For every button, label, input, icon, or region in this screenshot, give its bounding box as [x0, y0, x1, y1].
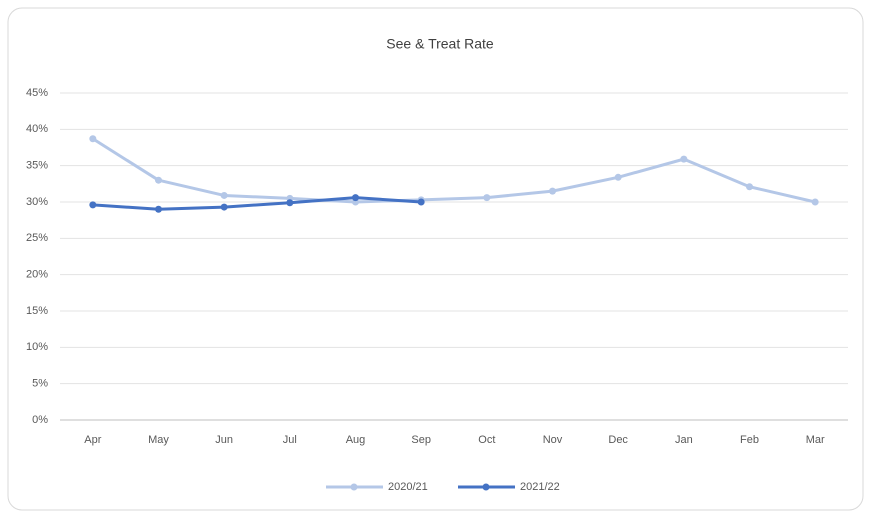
chart-title: See & Treat Rate: [386, 36, 494, 52]
x-tick-label: Nov: [543, 434, 563, 446]
y-tick-label: 40%: [26, 123, 48, 135]
series-marker: [286, 199, 294, 207]
series-marker: [811, 198, 819, 206]
x-tick-label: Jun: [215, 434, 233, 446]
x-tick-label: Feb: [740, 434, 759, 446]
x-tick-label: Sep: [411, 434, 431, 446]
series-marker: [746, 183, 753, 191]
x-tick-label: Jul: [283, 434, 297, 446]
x-tick-label: Jan: [675, 434, 693, 446]
y-tick-label: 25%: [26, 232, 48, 244]
y-tick-label: 10%: [26, 341, 48, 353]
series-marker: [549, 187, 556, 195]
x-tick-label: Dec: [608, 434, 628, 446]
series-marker: [220, 191, 228, 199]
x-tick-label: May: [148, 434, 169, 446]
series-marker: [155, 205, 162, 213]
y-tick-label: 15%: [26, 305, 48, 317]
series-marker: [89, 201, 97, 209]
legend-label: 2020/21: [388, 481, 428, 493]
legend-label: 2021/22: [520, 481, 560, 493]
series-marker: [614, 173, 622, 181]
x-tick-label: Apr: [84, 434, 101, 446]
series-marker: [352, 194, 359, 202]
series-marker: [155, 176, 162, 184]
series-line: [92, 137, 816, 204]
legend-marker: [482, 483, 490, 491]
x-tick-label: Aug: [346, 434, 366, 446]
chart-frame: [7, 7, 864, 511]
y-tick-label: 45%: [26, 87, 48, 99]
legend-marker: [350, 483, 358, 491]
y-tick-label: 30%: [26, 196, 48, 208]
y-tick-label: 5%: [32, 378, 48, 390]
series-line: [92, 196, 422, 211]
series-marker: [89, 135, 97, 143]
x-tick-label: Oct: [478, 434, 495, 446]
series-marker: [220, 203, 228, 211]
series-marker: [483, 194, 491, 202]
y-tick-label: 0%: [32, 414, 48, 426]
series-marker: [417, 198, 425, 206]
y-tick-label: 20%: [26, 269, 48, 281]
series-marker: [680, 155, 688, 163]
x-tick-label: Mar: [806, 434, 825, 446]
y-tick-label: 35%: [26, 160, 48, 172]
